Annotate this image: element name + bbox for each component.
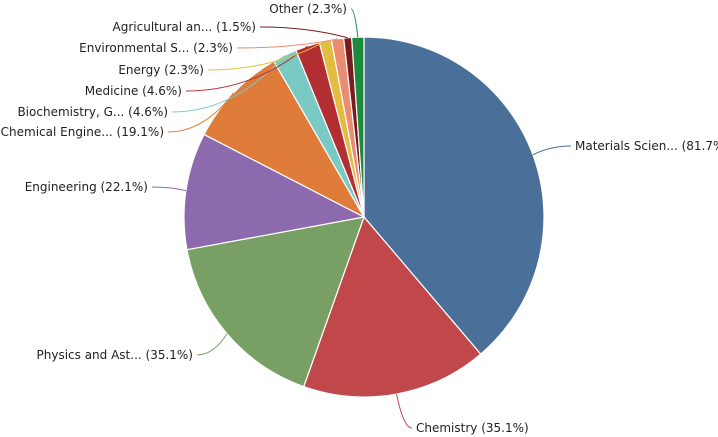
pie-slice-engineering[interactable] [183,133,366,251]
leader-line-agricultural-an [259,26,348,39]
slice-label-energy: Energy (2.3%) [118,63,204,77]
leader-line-materials-scien [532,145,572,156]
leader-line-engineering [151,186,187,192]
leader-lines-layer [151,8,572,429]
pie-slice-chemistry[interactable] [302,215,482,398]
slice-label-other: Other (2.3%) [269,2,347,16]
leader-line-physics-and-ast [196,333,228,356]
slice-label-engineering: Engineering (22.1%) [25,180,148,194]
leader-line-chemical-engine [167,92,235,133]
leader-line-chemistry [396,393,413,429]
leader-line-environmental-s [236,38,338,49]
slice-label-environmental-s: Environmental S... (2.3%) [79,41,233,55]
slice-label-agricultural-an: Agricultural an... (1.5%) [113,20,256,34]
pie-slice-physics-and-ast[interactable] [186,216,365,388]
leader-line-biochemistry-g [171,55,286,113]
slice-label-chemistry: Chemistry (35.1%) [416,421,529,435]
leader-line-other [350,8,359,38]
leader-line-energy [207,40,326,71]
slice-label-materials-scien: Materials Scien... (81.7%) [575,139,718,153]
slice-label-biochemistry-g: Biochemistry, G... (4.6%) [17,105,168,119]
slice-label-medicine: Medicine (4.6%) [85,84,182,98]
slice-label-physics-and-ast: Physics and Ast... (35.1%) [37,348,194,362]
slices-layer [183,36,545,398]
slice-label-chemical-engine: Chemical Engine... (19.1%) [1,125,164,139]
pie-slice-materials-scien[interactable] [363,36,545,355]
